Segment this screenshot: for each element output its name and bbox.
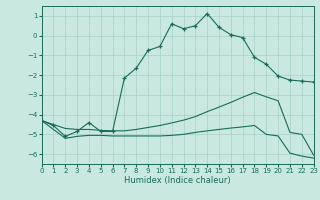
X-axis label: Humidex (Indice chaleur): Humidex (Indice chaleur)	[124, 176, 231, 185]
